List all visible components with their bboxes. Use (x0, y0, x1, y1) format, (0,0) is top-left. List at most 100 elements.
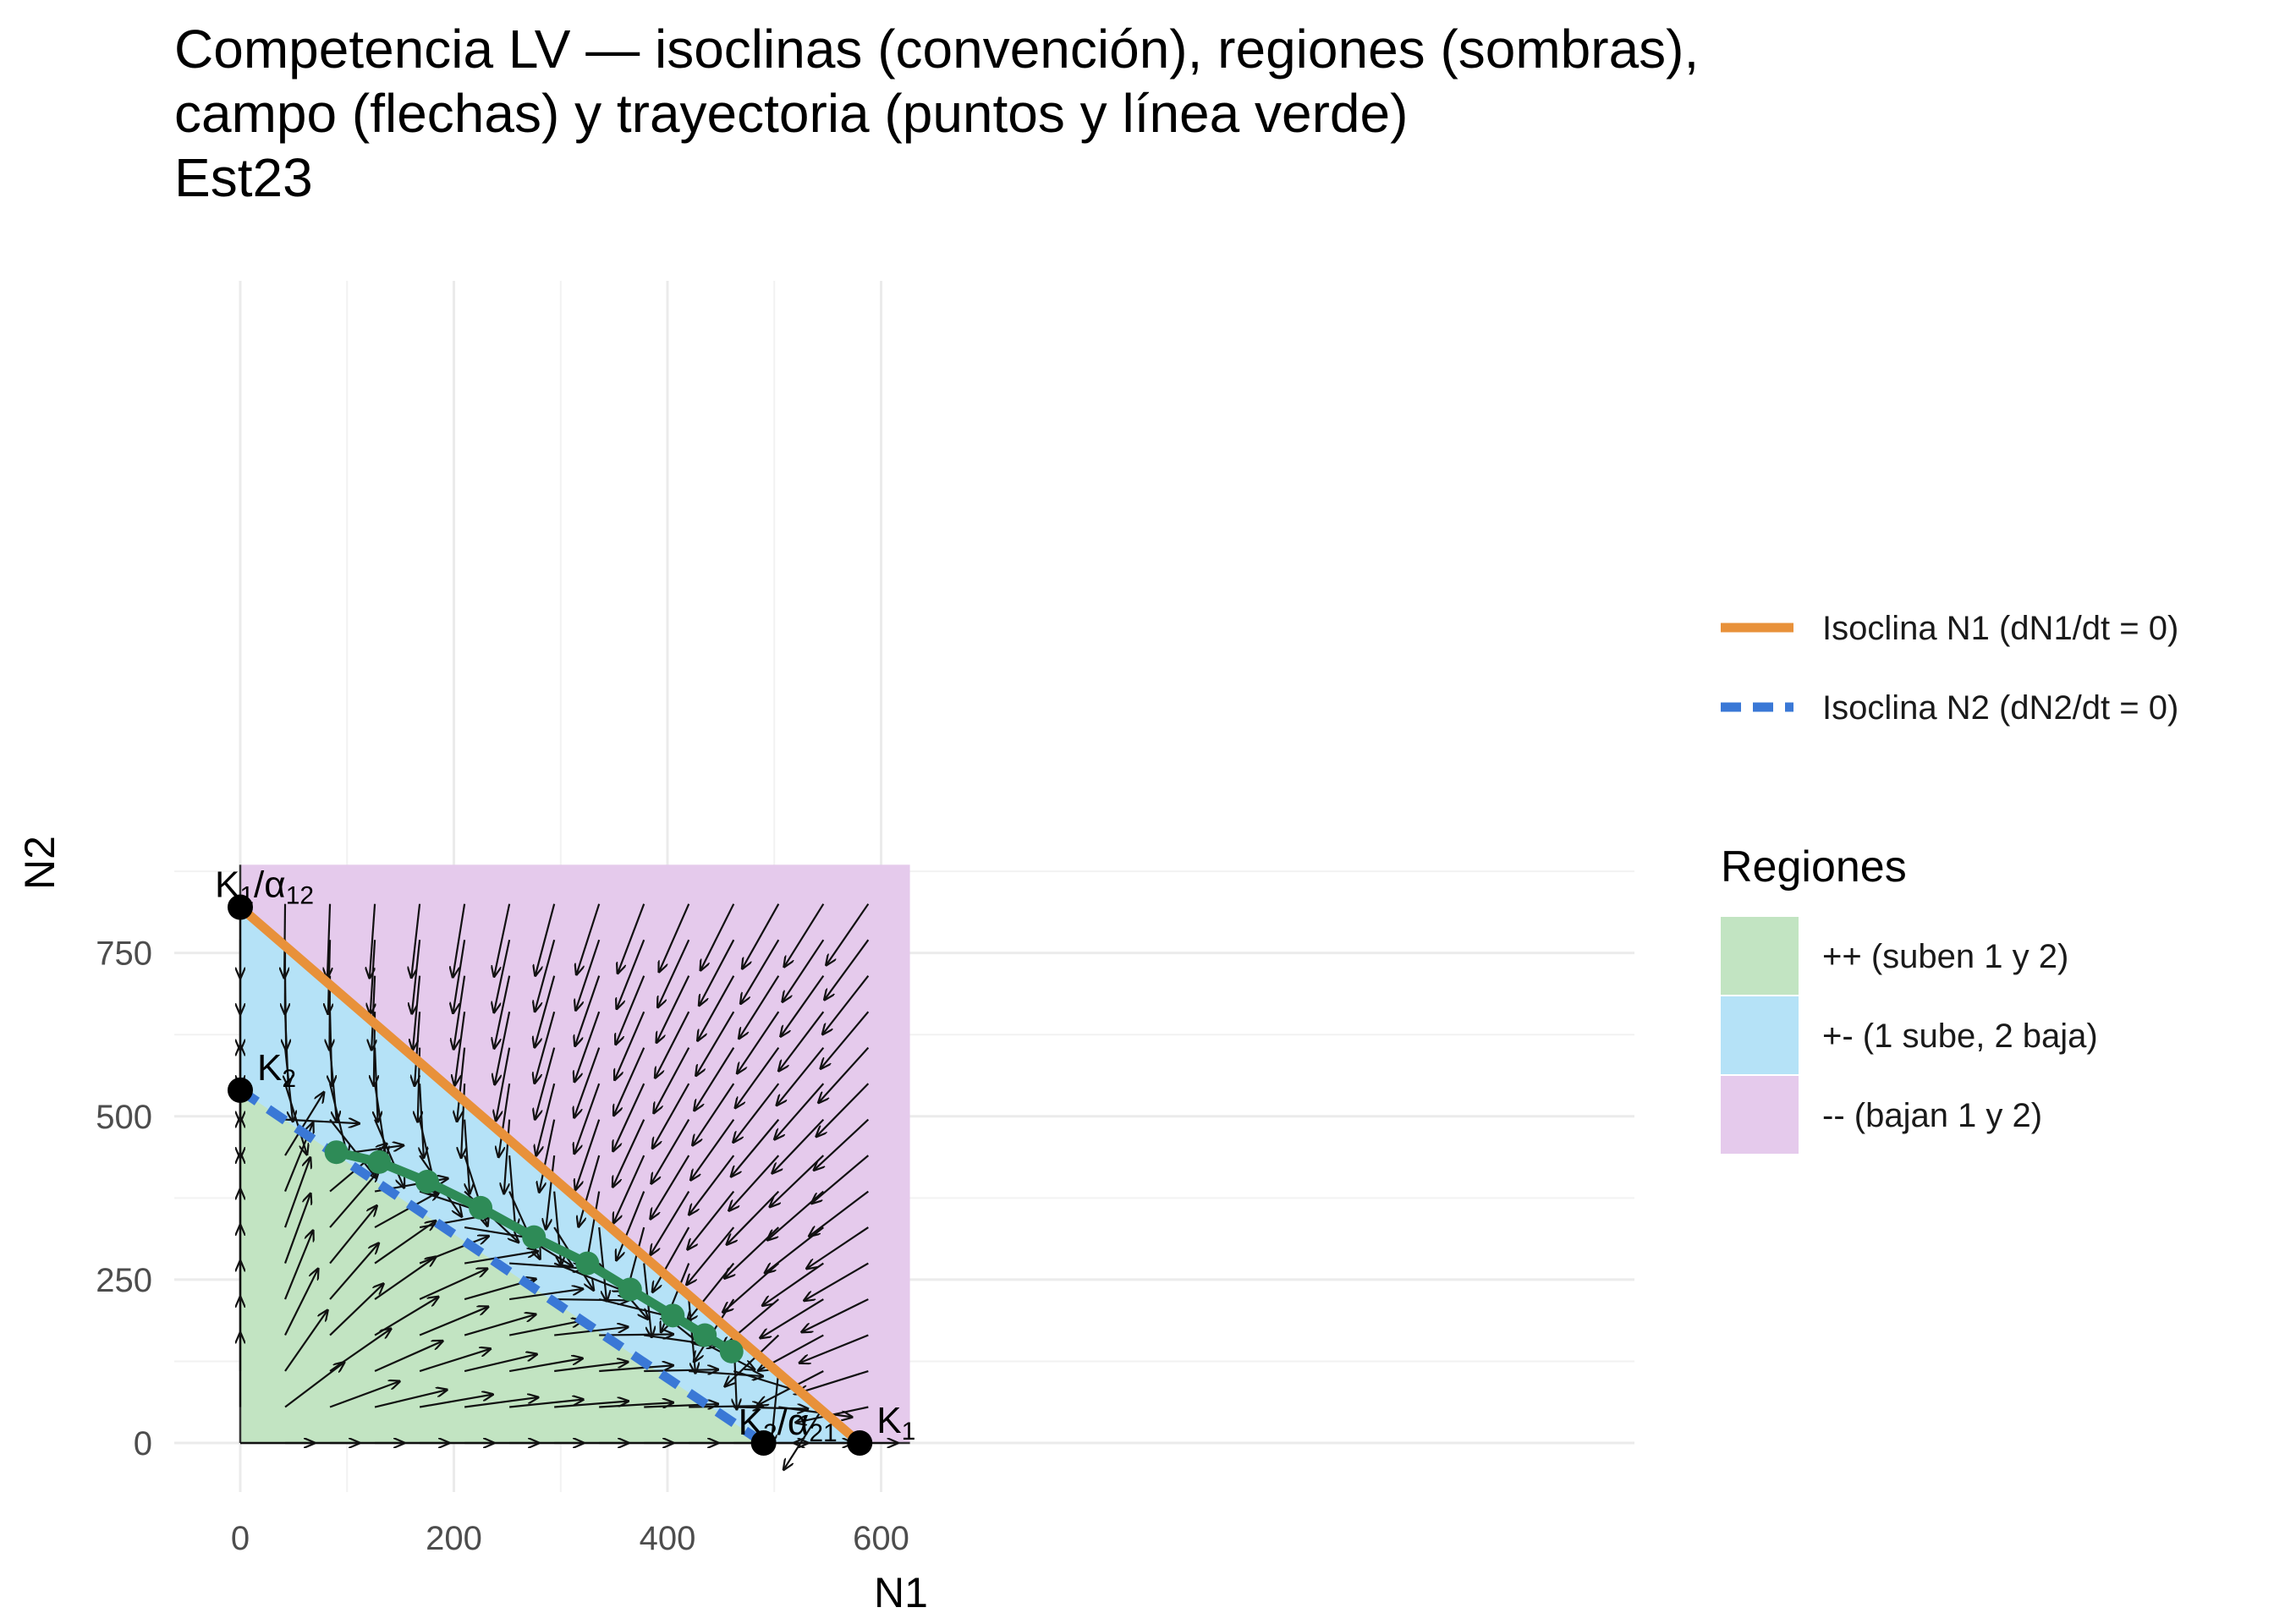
field-arrow (575, 1119, 601, 1190)
field-arrow (508, 1155, 515, 1230)
field-arrow (494, 903, 511, 977)
field-arrow (284, 1362, 344, 1408)
field-arrow (644, 1369, 718, 1371)
field-arrow (696, 1011, 735, 1076)
field-arrow (374, 1257, 436, 1300)
field-arrow (651, 1191, 690, 1255)
field-arrow (536, 903, 556, 976)
x-axis-title: N1 (874, 1569, 928, 1616)
field-arrow (731, 1118, 780, 1177)
field-arrow (657, 939, 690, 1007)
field-arrow (419, 1307, 488, 1336)
field-arrow (824, 939, 870, 1000)
field-arrow (740, 939, 780, 1004)
field-arrow (576, 903, 601, 975)
field-arrow (329, 1381, 400, 1408)
field-arrow (655, 1011, 690, 1078)
title-line-2: campo (flechas) y trayectoria (puntos y … (174, 83, 1408, 144)
field-arrow (536, 1083, 556, 1155)
x-tick-label: 0 (231, 1520, 250, 1557)
legend-key-region (1721, 1076, 1799, 1154)
field-arrow (535, 939, 556, 1012)
field-arrow (329, 1171, 379, 1228)
field-arrow (509, 1400, 584, 1408)
field-arrow (464, 1314, 536, 1336)
trajectory-point (522, 1225, 547, 1249)
field-arrow (826, 903, 870, 966)
field-arrow (654, 1047, 690, 1114)
field-arrow (329, 1243, 379, 1300)
y-tick-label: 500 (96, 1099, 152, 1136)
field-arrow (284, 1310, 327, 1372)
point-label: K1/α12 (215, 864, 314, 910)
field-arrow (374, 1191, 440, 1229)
point-marker (228, 1077, 253, 1103)
equilibrium-points-layer: K1/α12 K2 K2/α21 K1 (215, 864, 915, 1456)
field-arrow (616, 975, 645, 1045)
tick-labels: 0 200 400 600 0 250 500 750 (96, 935, 909, 1557)
y-tick-label: 0 (134, 1425, 152, 1462)
field-arrow (821, 1011, 870, 1068)
field-arrow (329, 1205, 376, 1265)
field-arrow (659, 903, 690, 973)
field-arrow (652, 1226, 690, 1292)
field-arrow (283, 1157, 310, 1228)
field-arrow (689, 1369, 763, 1376)
field-arrow (554, 1299, 629, 1300)
field-arrow (777, 1046, 825, 1106)
point-label: K2 (257, 1047, 296, 1093)
field-arrow (284, 1269, 318, 1336)
field-arrow (574, 1083, 601, 1154)
field-arrow (801, 1298, 869, 1332)
trajectory-point (693, 1323, 717, 1347)
field-arrow (822, 974, 870, 1034)
vector-field (240, 903, 898, 1470)
field-arrow (652, 1083, 690, 1149)
field-arrow (697, 975, 735, 1041)
trajectory-point (618, 1277, 642, 1302)
field-arrow (554, 1362, 628, 1373)
field-arrow (284, 1231, 313, 1300)
field-arrow (464, 1397, 538, 1408)
isocline-n1-line (237, 903, 863, 1447)
chart-title: Competencia LV — isoclinas (convención),… (174, 19, 1699, 208)
trajectory-point (661, 1303, 685, 1328)
field-arrow (575, 939, 601, 1011)
field-arrow (733, 1083, 780, 1143)
field-arrow (494, 975, 511, 1049)
field-arrow (613, 1155, 645, 1223)
field-arrow (374, 1221, 436, 1265)
field-arrow (284, 1092, 324, 1156)
point-marker (750, 1430, 777, 1456)
y-tick-label: 250 (96, 1262, 152, 1299)
field-arrow (495, 1011, 511, 1084)
field-arrow (498, 1083, 511, 1157)
field-arrow (739, 975, 780, 1039)
field-arrow (778, 1011, 825, 1071)
field-arrow (374, 1297, 438, 1336)
field-arrow (575, 975, 601, 1046)
field-arrow (651, 1155, 690, 1219)
field-arrow (546, 1155, 556, 1229)
field-arrow (419, 1349, 491, 1373)
field-arrow (535, 1047, 556, 1120)
legend-label-isocline-n2: Isoclina N2 (dN2/dt = 0) (1822, 689, 2178, 727)
trajectory-line (332, 1147, 737, 1357)
field-arrow (695, 1047, 735, 1111)
field-arrow (784, 903, 825, 968)
field-arrow (725, 1334, 780, 1387)
trajectory-point (324, 1140, 349, 1165)
field-arrow (283, 1193, 310, 1264)
field-arrow (374, 1390, 448, 1408)
field-arrow (370, 903, 376, 979)
legend-label-region: +- (1 sube, 2 baja) (1822, 1018, 2098, 1055)
point-label: K2/α21 (739, 1402, 838, 1447)
field-arrow (797, 1369, 869, 1393)
title-line-1: Competencia LV — isoclinas (convención),… (174, 19, 1699, 80)
field-arrow (612, 1119, 645, 1188)
field-arrow (760, 1298, 824, 1338)
field-arrow (804, 1262, 869, 1301)
field-arrow (329, 1284, 383, 1336)
